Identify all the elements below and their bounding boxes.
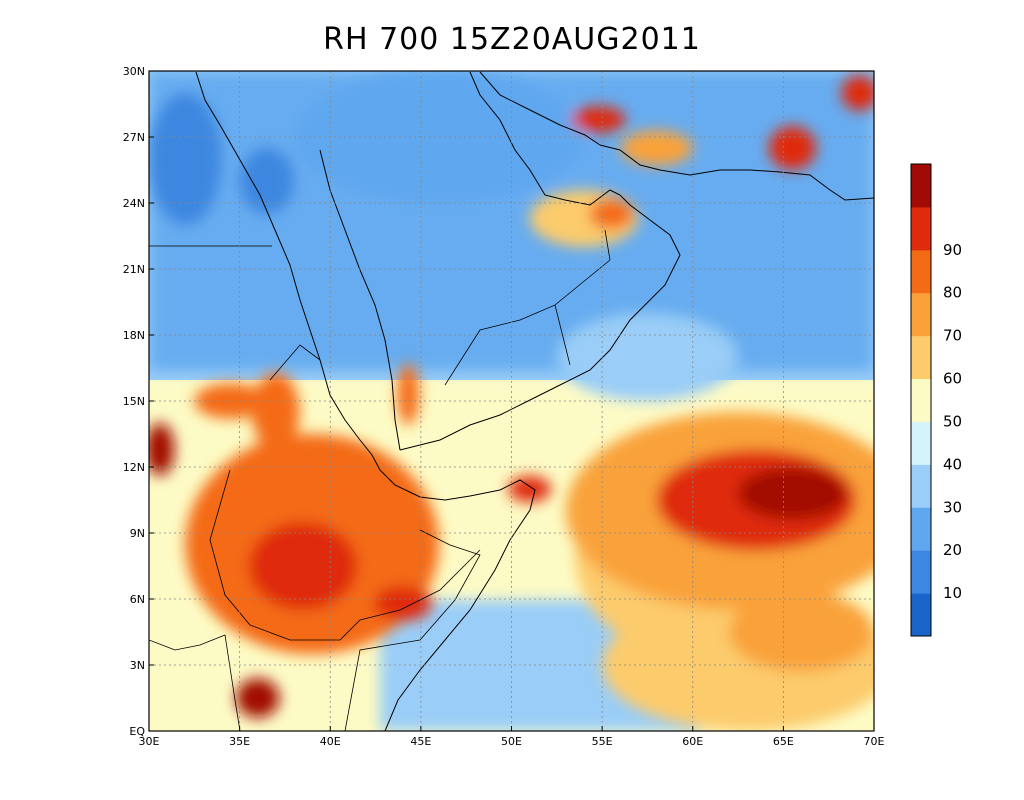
grid-lines (149, 71, 874, 731)
coastline-africa-east (195, 71, 536, 731)
humidity-blob-11 (339, 495, 430, 549)
axis-ticks: 30E 35E 40E 45E 50E 55E 60E 65E 70E EQ 3N 6N 9N 12N 15… (123, 65, 885, 748)
y-tick-label: 24N (123, 197, 145, 210)
border-arabia (444, 229, 611, 386)
colorbar-frame (910, 163, 932, 637)
humidity-blob-3 (556, 313, 739, 401)
humidity-blob-12 (252, 372, 300, 452)
y-tick-label: 27N (123, 131, 145, 144)
humidity-blobs (149, 71, 874, 731)
humidity-blob-8 (729, 592, 874, 672)
coastline-iran-south (599, 144, 874, 201)
humidity-blob-21 (768, 126, 816, 170)
humidity-blob-20 (571, 106, 626, 133)
humidity-blob-25 (236, 678, 280, 718)
x-tick-label: 30E (139, 735, 160, 748)
humidity-blob-9 (620, 130, 693, 166)
y-tick-label: 9N (130, 527, 145, 540)
humidity-blob-15 (589, 198, 633, 230)
colorbar-swatch (911, 292, 931, 337)
colorbar-swatch (911, 335, 931, 380)
colorbar-label: 60 (943, 370, 962, 388)
colorbar-swatch (911, 249, 931, 294)
x-tick-label: 60E (682, 735, 703, 748)
x-tick-label: 45E (410, 735, 431, 748)
colorbar-swatch (911, 550, 931, 594)
colorbar-swatch (911, 378, 931, 422)
humidity-blob-19 (507, 475, 552, 503)
colorbar-label: 70 (943, 327, 962, 345)
colorbar-swatch (911, 507, 931, 551)
colorbar-label: 20 (943, 541, 962, 559)
colorbar-swatch (911, 464, 931, 508)
colorbar-label: 40 (943, 455, 962, 473)
humidity-blob-22 (841, 75, 874, 111)
border-ethiopia (209, 344, 481, 641)
y-tick-label: 21N (123, 263, 145, 276)
humidity-blob-23 (738, 467, 847, 520)
border-somalia (344, 529, 481, 731)
x-tick-label: 65E (773, 735, 794, 748)
coastline-arabia-south (399, 71, 681, 451)
colorbar-label: 80 (943, 284, 962, 302)
humidity-blob-0 (149, 93, 222, 225)
y-tick-label: 6N (130, 593, 145, 606)
humidity-blob-17 (248, 522, 358, 610)
colorbar-label: 30 (943, 498, 962, 516)
colorbar-label: 90 (943, 241, 962, 259)
x-tick-label: 50E (501, 735, 522, 748)
x-tick-label: 70E (864, 735, 885, 748)
colorbar-label: 10 (943, 584, 962, 602)
humidity-blob-24 (149, 423, 175, 476)
y-tick-label: 30N (123, 65, 145, 78)
colorbar: 10 20 30 40 50 60 70 80 90 (910, 163, 962, 637)
humidity-blob-14 (397, 363, 420, 426)
coastline-gulf-north (479, 71, 601, 146)
border-kenya (149, 634, 241, 731)
colorbar-swatch (911, 206, 931, 251)
colorbar-swatch (911, 421, 931, 465)
colorbar-label: 50 (943, 412, 962, 430)
colorbar-swatch (911, 593, 931, 637)
x-tick-label: 40E (320, 735, 341, 748)
map-title: RH 700 15Z20AUG2011 (323, 22, 701, 57)
x-tick-label: 55E (592, 735, 613, 748)
humidity-blob-18 (373, 585, 432, 622)
y-tick-label: 15N (123, 395, 145, 408)
colorbar-swatch (911, 164, 931, 208)
y-tick-label: EQ (129, 725, 145, 738)
humidity-blob-1 (239, 148, 294, 214)
y-tick-label: 18N (123, 329, 145, 342)
y-tick-label: 12N (123, 461, 145, 474)
x-tick-label: 35E (229, 735, 250, 748)
y-tick-label: 3N (130, 659, 145, 672)
